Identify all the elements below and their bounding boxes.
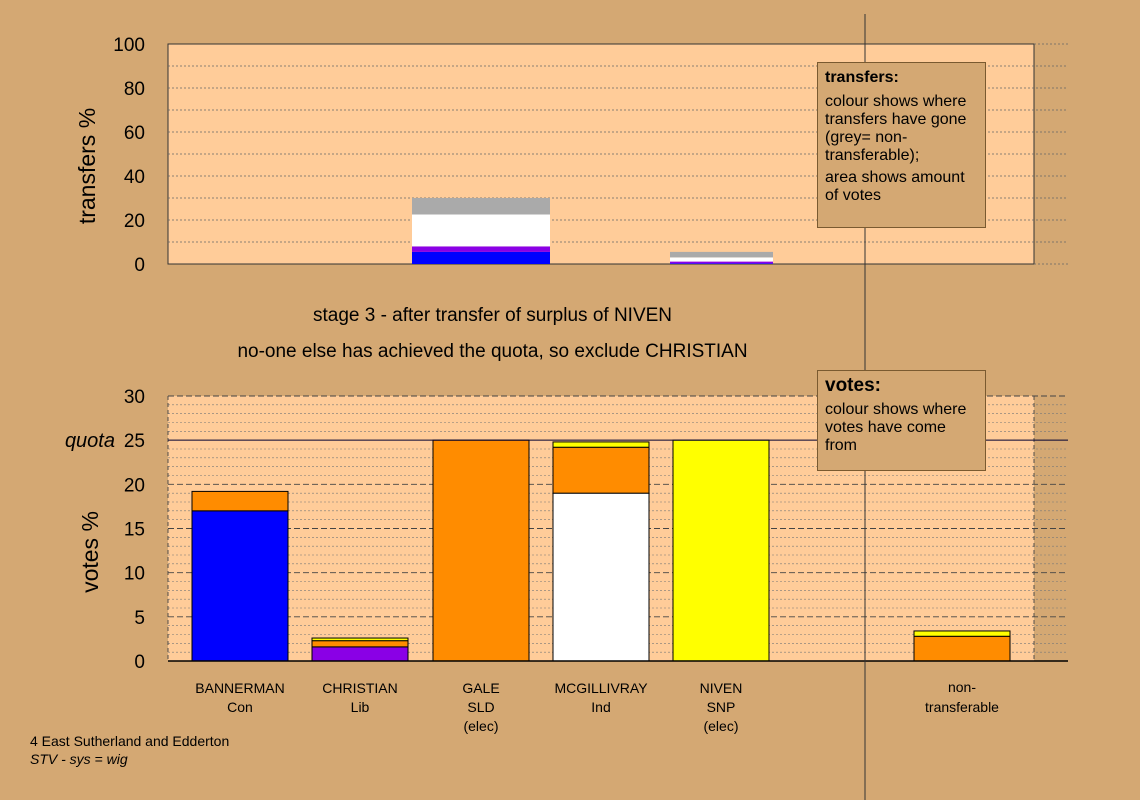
transfers-y-tick-label: 20 [124,211,145,232]
category-label: non- [948,679,976,695]
votes-legend: votes: colour shows where votes have com… [817,370,986,471]
votes-bar-segment [552,492,650,662]
transfers-y-tick-label: 80 [124,79,145,100]
stage-caption-line1: stage 3 - after transfer of surplus of N… [312,305,673,326]
votes-bar-segment [191,510,289,662]
footer-constituency: 4 East Sutherland and Edderton [30,733,230,749]
votes-y-ticks: 0 5 10 15 20 25 30 [124,387,145,673]
votes-y-tick-label: 0 [134,652,145,673]
transfers-y-tick-label: 0 [134,255,145,276]
transfers-y-axis-label: transfers % [74,108,100,224]
category-label: (elec) [703,718,738,734]
category-label: CHRISTIAN [322,680,397,696]
votes-bar-segment [913,635,1011,662]
category-label: NIVEN [700,680,743,696]
category-label: transferable [925,699,999,715]
category-label: (elec) [463,718,498,734]
votes-y-tick-label: 20 [124,475,145,496]
votes-category-labels: BANNERMAN Con CHRISTIAN Lib GALE SLD (elec) MCG… [195,679,999,734]
transfers-bar-segment [670,263,773,264]
footer-system: STV - sys = wig [30,751,128,767]
transfers-legend: transfers: colour shows where transfers … [817,62,986,228]
votes-bar-segment [432,439,530,662]
votes-legend-text1: colour shows where votes have come from [825,401,967,454]
quota-label: quota [65,430,115,452]
category-label: BANNERMAN [195,680,284,696]
votes-y-tick-label: 25 [124,431,145,452]
transfers-bar-segment [670,257,773,262]
votes-y-tick-label: 5 [134,608,145,629]
category-label: GALE [462,680,499,696]
transfers-bar-segment [412,246,550,252]
category-label: MCGILLIVRAY [554,680,648,696]
votes-bar-segment [311,640,409,648]
transfers-y-tick-label: 40 [124,167,145,188]
transfers-bar-segment [412,251,550,264]
votes-y-tick-label: 15 [124,520,145,541]
category-label: Con [227,699,253,715]
votes-y-tick-label: 10 [124,564,145,585]
votes-bar-segment [311,637,409,642]
transfers-y-ticks: 0 20 40 60 80 100 [113,35,145,276]
votes-bar-segment [552,446,650,494]
votes-y-tick-label: 30 [124,387,145,408]
transfers-y-tick-label: 100 [113,35,145,56]
transfers-legend-text2: area shows amount of votes [825,169,965,204]
votes-bar-segment [311,646,409,662]
transfers-y-tick-label: 60 [124,123,145,144]
transfers-bar-segment [412,214,550,247]
transfers-bars [412,198,773,264]
votes-bar-segment [672,439,770,662]
votes-bar-segment [552,441,650,448]
transfers-legend-text1: colour shows where transfers have gone (… [825,93,967,164]
category-label: Ind [591,699,610,715]
transfers-bar-segment [670,261,773,264]
category-label: SNP [707,699,736,715]
votes-bar-segment [191,490,289,512]
stage-caption-line2: no-one else has achieved the quota, so e… [237,341,748,362]
votes-bar-segment [913,630,1011,637]
category-label: SLD [467,699,494,715]
transfers-bar-segment [412,198,550,215]
votes-y-axis-label: votes % [77,511,103,593]
transfers-legend-title: transfers: [825,69,899,86]
transfers-bar-segment [670,251,773,258]
votes-legend-title: votes: [825,375,881,396]
votes-bars [191,439,1011,662]
category-label: Lib [351,699,370,715]
